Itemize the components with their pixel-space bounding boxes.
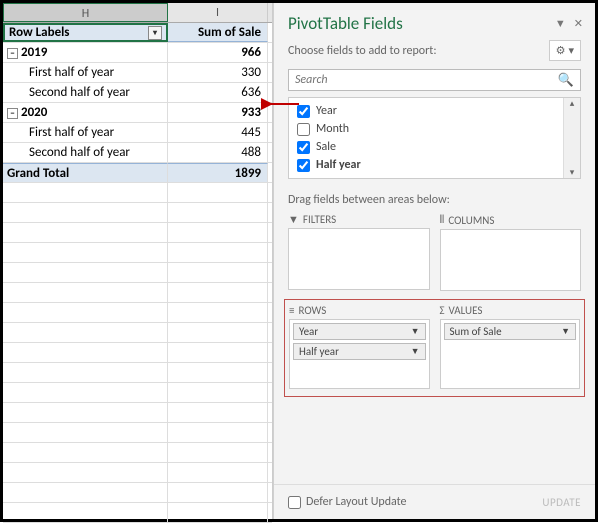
field-label: Year — [316, 104, 337, 118]
item-value: 330 — [168, 63, 268, 82]
data-row[interactable]: First half of year 330 — [3, 63, 272, 83]
columns-area[interactable]: ⦀COLUMNS — [440, 213, 582, 293]
col-header-h[interactable]: H — [3, 3, 168, 22]
field-label: Month — [316, 122, 349, 136]
arrow-annotation — [261, 96, 301, 112]
update-button[interactable]: UPDATE — [542, 496, 581, 509]
item-label: Second half of year — [3, 143, 168, 162]
chevron-down-icon: ▼ — [411, 346, 420, 357]
group-total: 933 — [168, 103, 268, 122]
rows-icon: ≡ — [289, 304, 294, 317]
col-header-i[interactable]: I — [168, 3, 268, 22]
gear-icon: ⚙ — [556, 44, 566, 57]
close-icon[interactable]: ✕ — [574, 17, 583, 30]
defer-update-checkbox[interactable]: Defer Layout Update — [288, 495, 407, 509]
group-row[interactable]: −2020 933 — [3, 103, 272, 123]
field-item[interactable]: Half year — [289, 156, 580, 174]
field-item[interactable]: Month — [289, 120, 580, 138]
group-label: 2019 — [21, 45, 47, 60]
drag-label: Drag fields between areas below: — [274, 179, 595, 213]
values-area[interactable]: ΣVALUES Sum of Sale▼ — [440, 304, 581, 392]
collapse-icon[interactable]: − — [7, 108, 18, 119]
values-header: Sum of Sale — [168, 23, 268, 42]
data-row[interactable]: First half of year 445 — [3, 123, 272, 143]
data-row[interactable]: Second half of year 636 — [3, 83, 272, 103]
field-checkbox[interactable] — [297, 141, 310, 154]
filter-dropdown-icon[interactable]: ▾ — [148, 26, 162, 40]
field-item[interactable]: Sale — [289, 138, 580, 156]
spreadsheet: H I Row Labels ▾ Sum of Sale −2019 966 F… — [3, 3, 273, 519]
search-icon: 🔍 — [552, 73, 580, 88]
group-label: 2020 — [21, 105, 47, 120]
group-total: 966 — [168, 43, 268, 62]
field-pill[interactable]: Sum of Sale▼ — [444, 323, 577, 340]
item-label: First half of year — [3, 63, 168, 82]
columns-icon: ⦀ — [440, 213, 445, 227]
field-label: Half year — [316, 158, 361, 172]
field-list: Year Month Sale Half year ▴▾ — [288, 97, 581, 179]
pane-subtitle: Choose fields to add to report: — [288, 44, 437, 58]
pivot-fields-pane: PivotTable Fields ▼ ✕ Choose fields to a… — [273, 3, 595, 519]
pivot-header-row: Row Labels ▾ Sum of Sale — [3, 23, 272, 43]
field-checkbox[interactable] — [297, 123, 310, 136]
rows-area[interactable]: ≡ROWS Year▼ Half year▼ — [289, 304, 430, 392]
data-row[interactable]: Second half of year 488 — [3, 143, 272, 163]
grid: Row Labels ▾ Sum of Sale −2019 966 First… — [3, 23, 272, 523]
field-item[interactable]: Year — [289, 102, 580, 120]
filters-area[interactable]: ▼FILTERS — [288, 213, 430, 293]
item-value: 488 — [168, 143, 268, 162]
highlight-annotation: ≡ROWS Year▼ Half year▼ ΣVALUES Sum of Sa… — [284, 299, 585, 397]
dropdown-icon[interactable]: ▼ — [555, 17, 566, 30]
grand-total-value: 1899 — [168, 163, 268, 182]
layout-options-button[interactable]: ⚙ ▾ — [549, 40, 581, 61]
row-labels-text: Row Labels — [9, 23, 70, 42]
item-value: 445 — [168, 123, 268, 142]
item-value: 636 — [168, 83, 268, 102]
grand-total-label: Grand Total — [3, 163, 168, 182]
field-checkbox[interactable] — [297, 159, 310, 172]
chevron-down-icon: ▼ — [411, 326, 420, 337]
field-pill[interactable]: Year▼ — [293, 323, 426, 340]
filter-icon: ▼ — [288, 213, 299, 226]
pane-title: PivotTable Fields — [288, 13, 403, 34]
field-pill[interactable]: Half year▼ — [293, 343, 426, 360]
chevron-down-icon: ▼ — [561, 326, 570, 337]
row-labels-header[interactable]: Row Labels ▾ — [3, 23, 168, 42]
scrollbar[interactable]: ▴▾ — [563, 98, 580, 178]
search-box[interactable]: 🔍 — [288, 69, 581, 91]
collapse-icon[interactable]: − — [7, 48, 18, 59]
column-headers: H I — [3, 3, 272, 23]
values-icon: Σ — [440, 304, 445, 317]
grand-total-row: Grand Total 1899 — [3, 163, 272, 183]
chevron-down-icon: ▾ — [568, 44, 574, 57]
item-label: Second half of year — [3, 83, 168, 102]
item-label: First half of year — [3, 123, 168, 142]
field-label: Sale — [316, 140, 336, 154]
search-input[interactable] — [289, 70, 552, 90]
group-row[interactable]: −2019 966 — [3, 43, 272, 63]
